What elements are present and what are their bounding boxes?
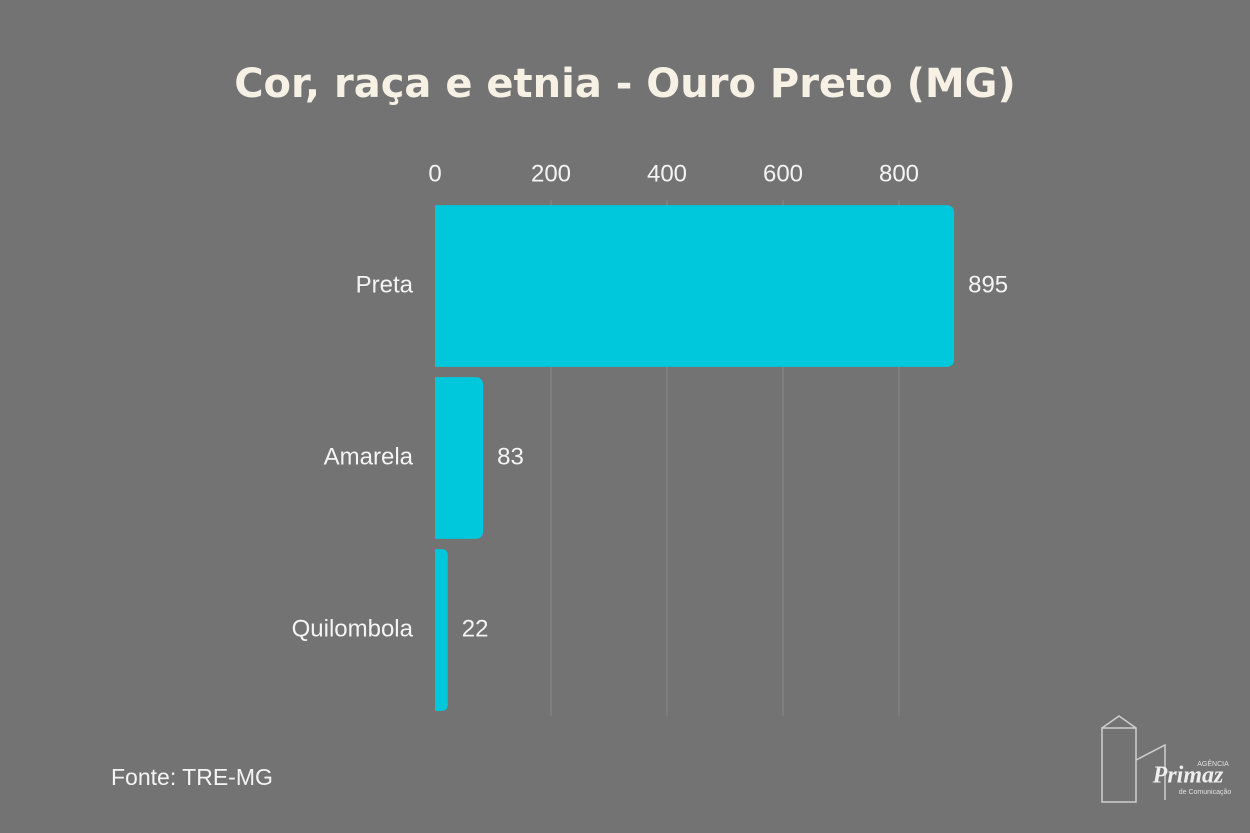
bar xyxy=(435,549,448,711)
logo-building xyxy=(1101,727,1137,803)
logo-roof xyxy=(1101,715,1166,800)
value-label: 83 xyxy=(497,443,524,470)
x-tick-label: 600 xyxy=(763,160,803,187)
source-note: Fonte: TRE-MG xyxy=(111,764,273,790)
value-label: 895 xyxy=(968,271,1008,298)
x-tick-label: 200 xyxy=(531,160,571,187)
logo-tagline: de Comunicação xyxy=(1179,789,1232,796)
logo-name: Primaz xyxy=(1152,763,1224,789)
value-label: 22 xyxy=(462,615,489,642)
x-tick-label: 0 xyxy=(428,160,441,187)
y-tick-label: Quilombola xyxy=(292,615,414,642)
x-tick-label: 400 xyxy=(647,160,687,187)
x-tick-label: 800 xyxy=(879,160,919,187)
bar xyxy=(435,377,484,539)
logo: AGÊNCIA Primaz de Comunicação xyxy=(1101,715,1232,803)
y-tick-label: Preta xyxy=(356,271,414,298)
logo-kicker: AGÊNCIA xyxy=(1197,759,1229,768)
y-tick-label: Amarela xyxy=(324,443,414,470)
bar xyxy=(435,205,955,367)
chart-title: Cor, raça e etnia - Ouro Preto (MG) xyxy=(234,61,1016,107)
